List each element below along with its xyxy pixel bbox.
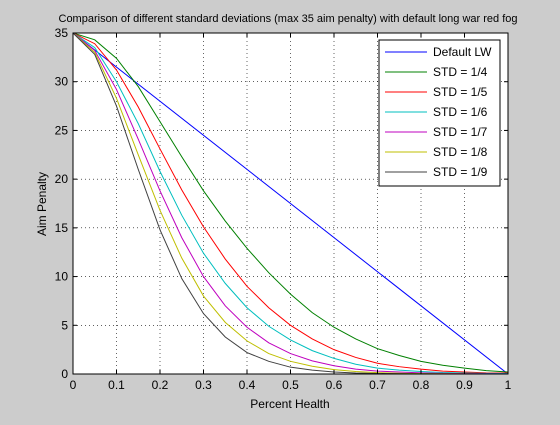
legend-label-6: STD = 1/8: [433, 145, 488, 159]
x-tick-label: 0.9: [456, 378, 473, 392]
x-tick-label: 0: [70, 378, 77, 392]
x-tick-label: 1: [505, 378, 512, 392]
y-tick-label: 10: [55, 270, 69, 284]
x-tick-label: 0.1: [108, 378, 125, 392]
series-line-1: [73, 33, 508, 374]
y-tick-label: 15: [55, 221, 69, 235]
series-group: [73, 33, 508, 374]
legend-label-1: Default LW: [433, 45, 492, 59]
y-tick-label: 35: [55, 26, 69, 40]
series-line-3: [73, 33, 508, 374]
legend-box: [378, 39, 501, 187]
y-tick-label: 20: [55, 172, 69, 186]
x-tick-label: 0.7: [369, 378, 386, 392]
y-tick-label: 5: [61, 318, 68, 332]
legend: Default LW STD = 1/4 STD = 1/5 STD = 1/6 STD…: [378, 39, 501, 187]
y-tick-label: 25: [55, 123, 69, 137]
x-tick-label: 0.2: [152, 378, 169, 392]
axis-ticks: 0 0.1 0.2 0.3 0.4 0.5 0.6 0.7 0.8 0.9 105101520253…: [55, 26, 512, 392]
legend-label-3: STD = 1/5: [433, 85, 488, 99]
chart-title: Comparison of different standard deviati…: [59, 13, 518, 25]
legend-label-4: STD = 1/6: [433, 105, 488, 119]
series-line-2: [73, 33, 508, 373]
x-tick-label: 0.8: [413, 378, 430, 392]
y-axis-label: Aim Penalty: [35, 172, 49, 236]
x-tick-label: 0.4: [239, 378, 256, 392]
series-line-4: [73, 33, 508, 374]
series-line-5: [73, 33, 508, 374]
x-tick-label: 0.6: [326, 378, 343, 392]
y-tick-label: 0: [61, 367, 68, 381]
x-tick-label: 0.5: [282, 378, 299, 392]
legend-label-2: STD = 1/4: [433, 65, 488, 79]
legend-label-7: STD = 1/9: [433, 165, 488, 179]
legend-label-5: STD = 1/7: [433, 125, 488, 139]
x-axis-label: Percent Health: [250, 397, 329, 411]
y-tick-label: 30: [55, 75, 69, 89]
x-tick-label: 0.3: [195, 378, 212, 392]
